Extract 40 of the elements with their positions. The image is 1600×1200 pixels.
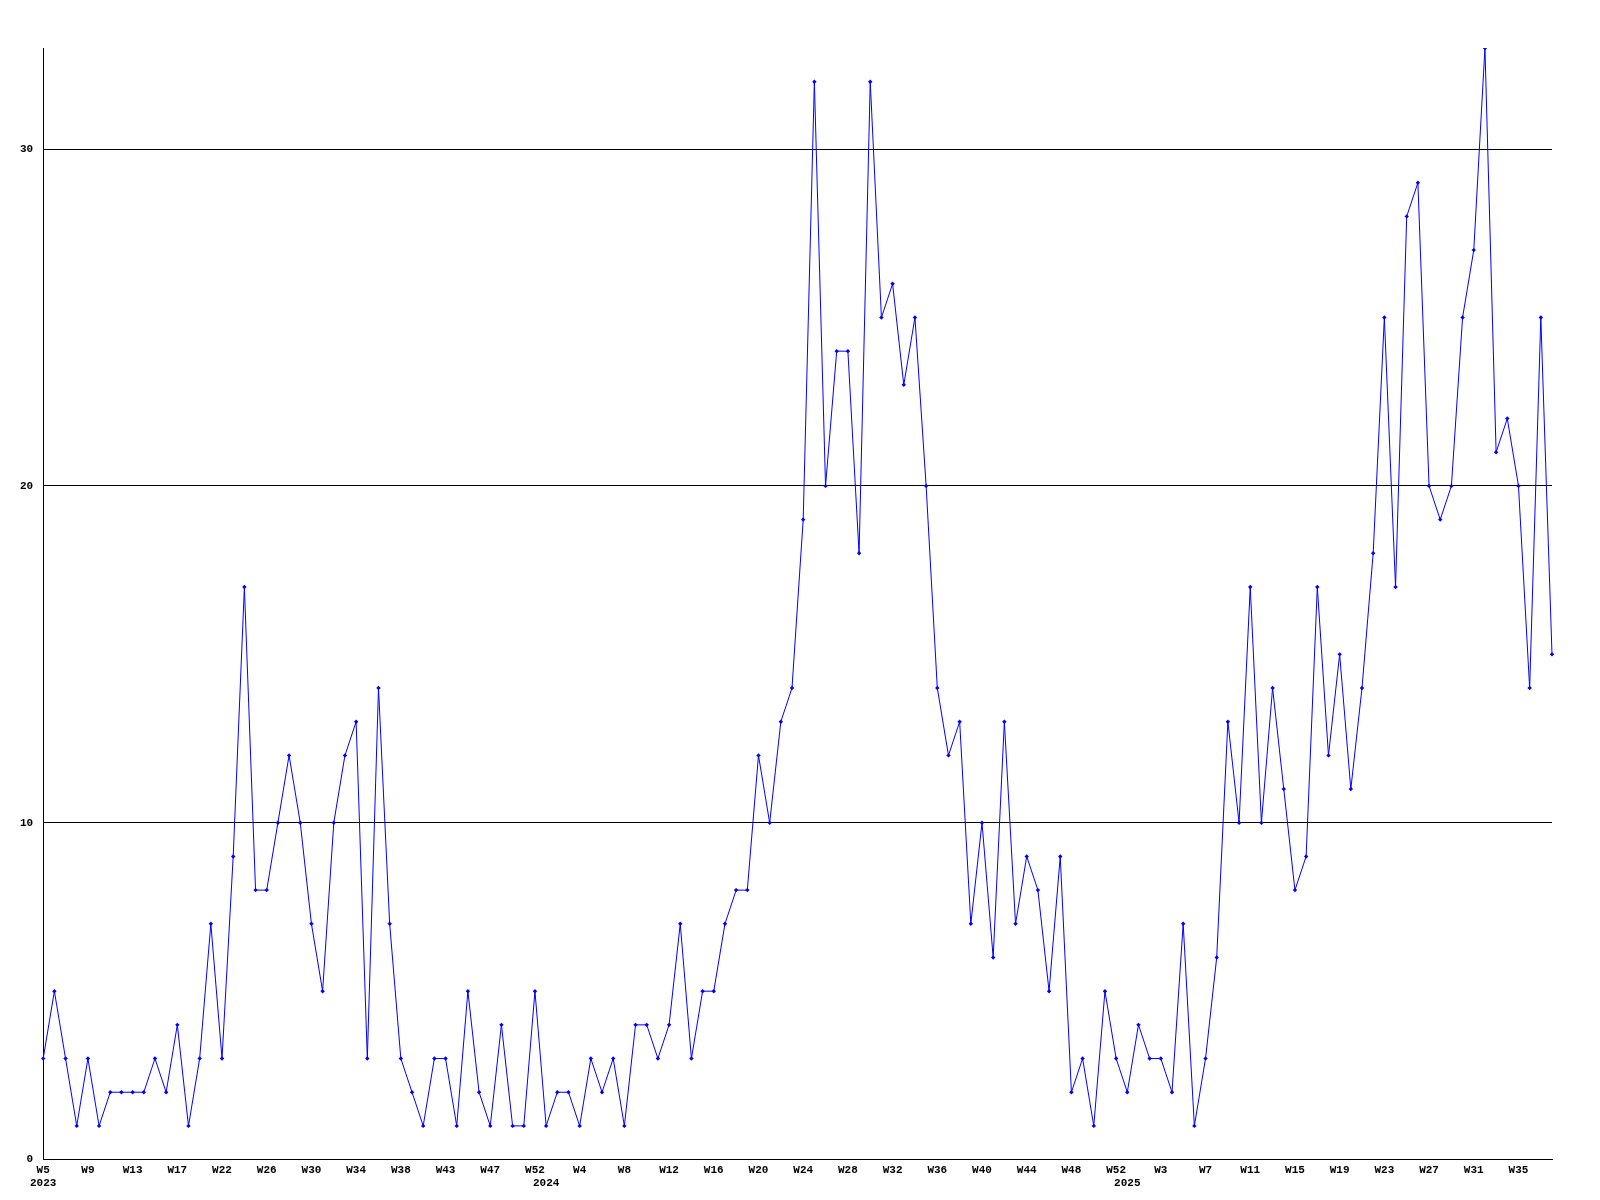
x-tick-label: W12 <box>659 1163 679 1176</box>
x-tick-label: W13 <box>122 1163 143 1176</box>
x-tick-label: W15 <box>1285 1163 1306 1176</box>
x-tick-label: W20 <box>748 1163 769 1176</box>
x-tick-label: W7 <box>1198 1163 1213 1176</box>
x-tick-label: W32 <box>882 1163 903 1176</box>
x-tick-label: W48 <box>1061 1163 1082 1176</box>
x-tick-label: W44 <box>1016 1163 1038 1176</box>
y-tick-label: 20 <box>20 479 34 492</box>
x-tick-label: W40 <box>972 1163 992 1176</box>
x-tick-label: W9 <box>81 1163 95 1176</box>
x-tick-label: W24 <box>793 1163 814 1176</box>
x-tick-label: W27 <box>1419 1163 1439 1176</box>
x-tick-label: W5 2023 <box>30 1163 57 1190</box>
x-tick-label: W52 <box>1106 1163 1127 1176</box>
x-tick-label: W43 <box>435 1163 456 1176</box>
x-tick-label: W23 <box>1374 1163 1395 1176</box>
x-tick-label: W38 <box>390 1163 412 1176</box>
x-tick-label: W34 <box>346 1163 367 1176</box>
x-tick-label: W52 <box>525 1163 545 1176</box>
x-tick-label: W47 <box>480 1163 501 1176</box>
x-tick-label: W26 <box>256 1163 277 1176</box>
x-tick-label: W30 <box>301 1163 322 1176</box>
x-tick-label: W3 <box>1154 1163 1168 1176</box>
y-tick-label: 10 <box>20 816 34 829</box>
x-tick-label: W4 <box>573 1163 587 1176</box>
x-tick-label: 2025 <box>1114 1177 1141 1190</box>
y-tick-label: 30 <box>20 142 34 155</box>
y-tick-label: 0 <box>26 1153 34 1166</box>
x-tick-label: W17 <box>167 1163 188 1176</box>
x-tick-label: W28 <box>837 1163 859 1176</box>
x-tick-label: W11 <box>1240 1163 1261 1176</box>
x-tick-label: W31 <box>1463 1163 1485 1176</box>
x-tick-label: W35 <box>1508 1163 1529 1176</box>
x-tick-label: W19 <box>1329 1163 1350 1176</box>
x-tick-label: W8 <box>617 1163 632 1176</box>
x-tick-label: 2024 <box>532 1177 560 1190</box>
x-tick-label: W36 <box>927 1163 948 1176</box>
x-tick-label: W22 <box>212 1163 232 1176</box>
x-tick-label: W16 <box>703 1163 724 1176</box>
